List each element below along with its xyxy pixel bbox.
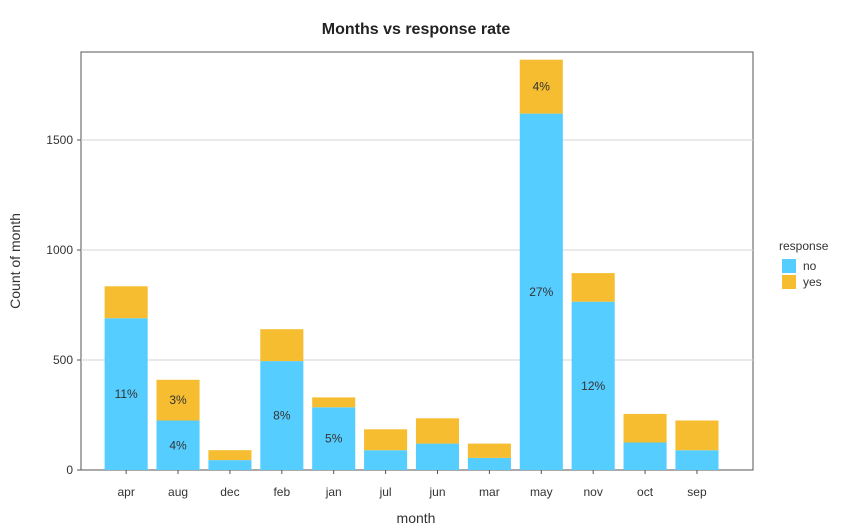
x-tick-label: mar xyxy=(479,485,500,499)
bar-no-jul xyxy=(364,450,408,470)
x-tick-label: dec xyxy=(220,485,239,499)
x-axis-title: month xyxy=(397,510,436,526)
legend-swatch-no xyxy=(782,259,796,273)
data-label: 27% xyxy=(529,285,553,299)
legend: response no yes xyxy=(779,239,829,289)
legend-title: response xyxy=(779,239,829,253)
bar-yes-apr xyxy=(104,286,148,319)
x-tick-label: may xyxy=(530,485,553,499)
x-tick-label: apr xyxy=(117,485,134,499)
y-axis: 0 500 1000 1500 xyxy=(46,133,81,477)
legend-label-no: no xyxy=(803,259,817,273)
bar-yes-sep xyxy=(675,420,719,451)
bar-no-feb xyxy=(260,361,304,470)
x-tick-label: sep xyxy=(687,485,707,499)
chart-title: Months vs response rate xyxy=(322,21,511,38)
y-tick-label: 1500 xyxy=(46,133,73,147)
data-label: 4% xyxy=(169,438,187,452)
data-labels: 11% 4% 3% 8% 5% 27% 4% 12% xyxy=(115,80,606,453)
bar-yes-jun xyxy=(415,418,460,444)
y-tick-label: 0 xyxy=(66,463,73,477)
y-tick-label: 500 xyxy=(53,353,73,367)
x-axis: apr aug dec feb jan jul jun mar may nov oct sep xyxy=(117,470,707,499)
bar-no-apr xyxy=(104,318,148,470)
bar-no-oct xyxy=(623,442,667,470)
y-axis-title: Count of month xyxy=(7,213,23,309)
bar-yes-oct xyxy=(623,413,667,443)
bar-yes-mar xyxy=(467,443,511,458)
bar-no-aug xyxy=(156,420,200,470)
x-tick-label: jun xyxy=(428,485,445,499)
legend-label-yes: yes xyxy=(803,275,822,289)
data-label: 11% xyxy=(115,387,138,401)
bar-no-may xyxy=(519,113,563,470)
bar-yes-dec xyxy=(208,450,252,461)
bars xyxy=(104,59,719,470)
gridlines xyxy=(81,139,753,361)
bar-yes-jan xyxy=(312,397,356,408)
bar-yes-feb xyxy=(260,329,304,362)
data-label: 5% xyxy=(325,432,343,446)
legend-swatch-yes xyxy=(782,275,796,289)
bar-yes-aug xyxy=(156,379,200,421)
data-label: 8% xyxy=(273,409,291,423)
x-tick-label: nov xyxy=(583,485,602,499)
x-tick-label: aug xyxy=(168,485,188,499)
y-tick-label: 1000 xyxy=(46,243,73,257)
bar-yes-jul xyxy=(364,429,408,451)
bar-no-jan xyxy=(312,407,356,470)
x-tick-label: oct xyxy=(637,485,654,499)
bar-no-sep xyxy=(675,450,719,470)
bar-no-nov xyxy=(571,301,615,470)
bar-yes-nov xyxy=(571,273,615,302)
bar-no-mar xyxy=(467,457,511,470)
x-tick-label: jan xyxy=(325,485,342,499)
x-tick-label: jul xyxy=(379,485,392,499)
data-label: 3% xyxy=(169,393,187,407)
bar-no-jun xyxy=(415,443,460,470)
bar-yes-may xyxy=(519,59,563,114)
data-label: 4% xyxy=(533,80,551,94)
bar-no-dec xyxy=(208,460,252,470)
x-tick-label: feb xyxy=(273,485,290,499)
data-label: 12% xyxy=(581,379,605,393)
